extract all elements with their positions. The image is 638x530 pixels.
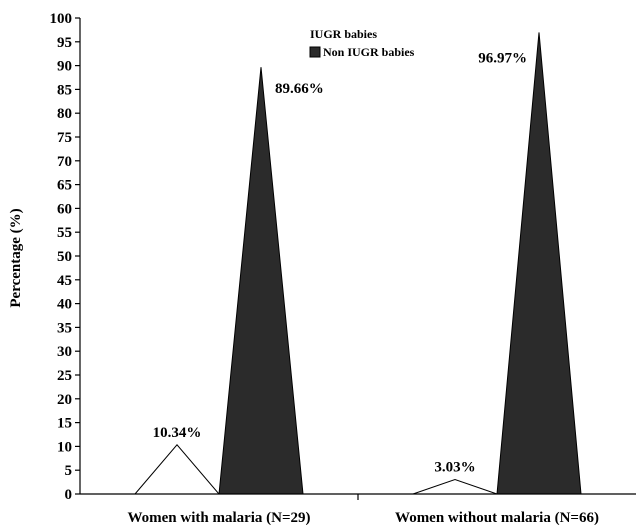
data-label: 10.34%	[153, 425, 202, 441]
legend-swatch	[309, 46, 321, 58]
bar-non-iugr	[218, 67, 304, 495]
x-category-label: Women with malaria (N=29)	[127, 510, 310, 525]
y-tick-label: 15	[57, 416, 72, 432]
y-tick-label: 90	[57, 59, 72, 75]
legend: IUGR babies Non IUGR babies	[309, 27, 415, 59]
y-axis-label: Percentage (%)	[8, 208, 24, 307]
labels-layer: 10.34% 89.66% 3.03% 96.97%	[153, 50, 527, 475]
y-tick-label: 60	[57, 201, 72, 217]
y-tick-label: 10	[57, 439, 72, 455]
y-tick-label: 100	[50, 11, 73, 27]
x-category-label: Women without malaria (N=66)	[395, 510, 599, 525]
bar-non-iugr	[496, 32, 582, 495]
bars-layer	[133, 32, 582, 495]
data-label: 89.66%	[275, 81, 324, 97]
y-tick-label: 65	[57, 178, 72, 194]
axes-layer: 0 5 10 15 20 25 30 35 40 45 50 55 60 65 70 75 80 85 90 95 10…	[50, 11, 636, 526]
y-tick-label: 20	[57, 392, 72, 408]
y-tick-label: 5	[65, 463, 73, 479]
legend-swatch	[310, 29, 320, 39]
data-label: 96.97%	[478, 50, 527, 66]
y-tick-label: 55	[57, 225, 72, 241]
bar-iugr	[133, 444, 221, 495]
data-label: 3.03%	[434, 460, 475, 476]
legend-entry: Non IUGR babies	[323, 45, 415, 59]
y-tick-label: 45	[57, 273, 72, 289]
y-tick-label: 30	[57, 344, 72, 360]
bar-iugr	[412, 479, 498, 495]
y-tick-label: 70	[57, 154, 72, 170]
y-tick-label: 0	[65, 487, 73, 503]
y-tick-label: 75	[57, 130, 72, 146]
y-tick-label: 50	[57, 249, 72, 265]
legend-entry: IUGR babies	[310, 27, 377, 41]
y-tick-label: 95	[57, 35, 72, 51]
y-tick-label: 80	[57, 106, 72, 122]
y-tick-label: 40	[57, 297, 72, 313]
y-tick-label: 35	[57, 320, 72, 336]
y-tick-label: 25	[57, 368, 72, 384]
y-tick-label: 85	[57, 82, 72, 98]
